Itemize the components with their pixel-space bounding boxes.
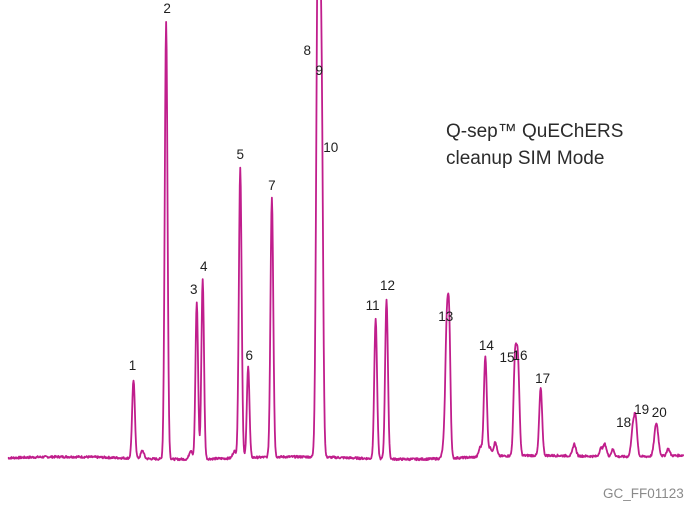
peak-label-13: 13 — [438, 309, 453, 324]
peak-label-16: 16 — [512, 348, 527, 363]
peak-label-12: 12 — [380, 278, 395, 293]
peak-label-20: 20 — [652, 405, 667, 420]
peak-label-11: 11 — [366, 298, 380, 313]
chromatogram-trace — [7, 0, 684, 462]
peak-label-9: 9 — [316, 63, 324, 78]
annotation-line-2: cleanup SIM Mode — [446, 148, 605, 169]
method-annotation: Q-sep™ QuEChERS cleanup SIM Mode — [446, 118, 676, 172]
peak-label-6: 6 — [245, 348, 253, 363]
peak-label-2: 2 — [163, 1, 171, 16]
peak-label-4: 4 — [200, 259, 208, 274]
peak-label-1: 1 — [129, 358, 137, 373]
peak-label-8: 8 — [304, 43, 312, 58]
peak-label-14: 14 — [479, 338, 495, 353]
peak-label-7: 7 — [268, 178, 276, 193]
peak-label-5: 5 — [237, 147, 245, 162]
peak-label-17: 17 — [535, 371, 550, 386]
annotation-line-1: Q-sep™ QuEChERS — [446, 121, 624, 142]
peak-label-19: 19 — [634, 402, 649, 417]
peak-label-18: 18 — [616, 415, 631, 430]
peak-label-3: 3 — [190, 282, 198, 297]
figure-code: GC_FF01123 — [603, 486, 684, 501]
peak-label-15: 15 — [499, 350, 514, 365]
peak-label-10: 10 — [323, 140, 338, 155]
